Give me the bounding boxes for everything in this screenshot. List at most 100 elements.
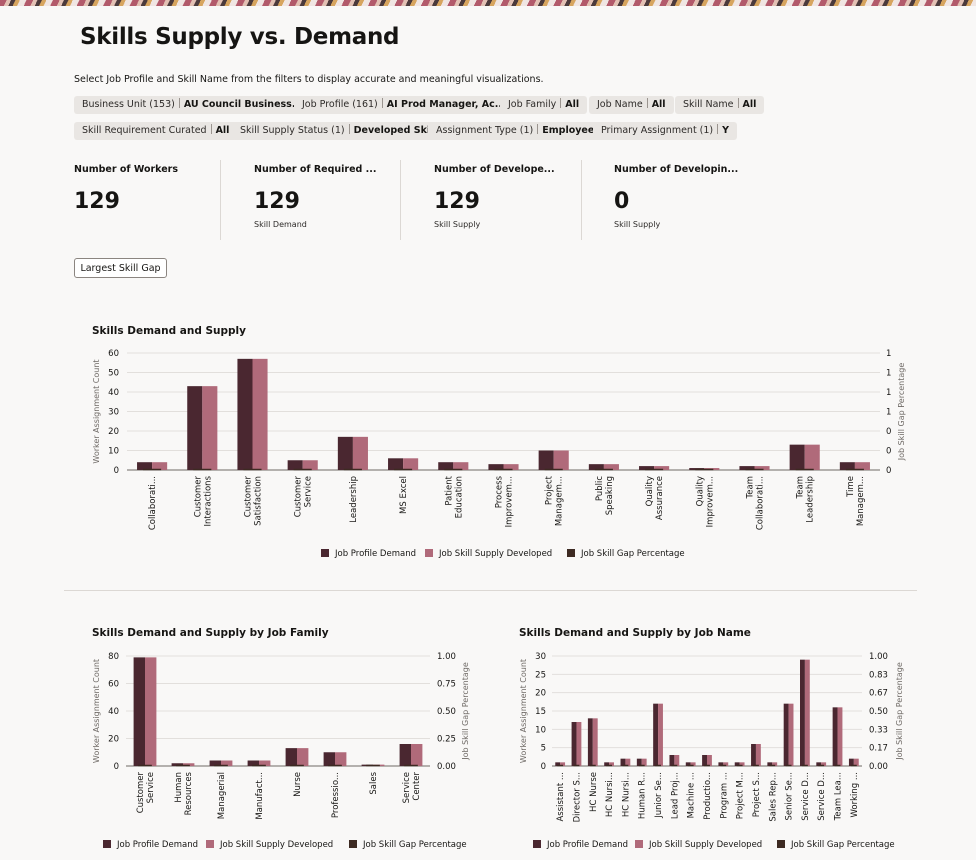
kpi-subtitle: Skill Demand: [254, 220, 307, 229]
filter-assignment-type[interactable]: Assignment Type (1) Employee: [428, 122, 603, 140]
bar-supply: [609, 762, 614, 766]
x-tick-label: Resources: [184, 771, 194, 815]
bar-demand: [789, 444, 805, 470]
filter-business-unit[interactable]: Business Unit (153) AU Council Business..…: [74, 96, 311, 114]
y2-tick-label: 0.50: [437, 707, 456, 717]
bar-demand: [555, 762, 561, 766]
bar-supply: [560, 762, 566, 766]
x-tick-label: Senior Se...: [785, 772, 795, 821]
bar-demand: [538, 450, 554, 470]
filter-skill-requirement-curated[interactable]: Skill Requirement Curated All: [74, 122, 238, 140]
x-tick-label: Leadership: [349, 476, 359, 523]
x-tick-label: Project: [545, 475, 555, 505]
bar-demand: [399, 744, 411, 766]
x-tick-label: Public: [595, 476, 605, 501]
bar-demand: [588, 464, 604, 470]
kpi-value: 129: [74, 189, 120, 214]
bar-supply: [503, 464, 519, 470]
bar-demand: [718, 762, 724, 766]
bar-supply: [221, 760, 233, 766]
y-tick-label: 50: [108, 369, 119, 379]
x-tick-label: Productio...: [703, 772, 713, 820]
y2-tick-label: 0.17: [869, 744, 888, 754]
legend-swatch: [777, 840, 785, 848]
y2-tick-label: 0.50: [869, 707, 888, 717]
bar-demand: [669, 755, 675, 766]
x-tick-label: Center: [412, 771, 422, 800]
y-tick-label: 10: [535, 725, 546, 735]
bar-demand: [604, 762, 610, 766]
bar-demand: [751, 744, 756, 766]
kpi-title: Number of Workers: [74, 164, 179, 175]
kpi-divider: [581, 160, 582, 240]
bar-supply: [453, 462, 469, 470]
y-axis-title: Worker Assignment Count: [519, 659, 528, 763]
kpi-required-skills: Number of Required ... 129 Skill Demand: [254, 164, 424, 229]
bar-supply: [772, 762, 778, 766]
legend-label: Job Skill Gap Percentage: [362, 840, 467, 850]
x-tick-label: Customer: [244, 476, 254, 518]
bar-demand: [438, 462, 454, 470]
y-tick-label: 60: [108, 680, 119, 690]
filter-primary-assignment[interactable]: Primary Assignment (1) Y: [593, 122, 738, 140]
x-tick-label: Managem...: [856, 476, 866, 526]
y-tick-label: 20: [108, 427, 119, 437]
legend-label: Job Skill Gap Percentage: [580, 549, 685, 559]
y2-tick-label: 0.83: [869, 670, 888, 680]
y-axis-title: Worker Assignment Count: [92, 659, 101, 763]
x-tick-label: Program ...: [719, 772, 729, 819]
bar-demand: [767, 762, 773, 766]
x-tick-label: Sales Rep...: [768, 772, 778, 822]
bar-supply: [403, 458, 419, 470]
x-tick-label: Customer: [193, 476, 203, 518]
filter-label: Primary Assignment (1): [601, 125, 714, 136]
x-tick-label: Education: [454, 476, 464, 518]
bar-demand: [571, 722, 577, 766]
bar-supply: [804, 659, 810, 766]
bar-demand: [653, 703, 659, 766]
y-tick-label: 60: [108, 349, 119, 359]
filter-skill-name[interactable]: Skill Name All: [675, 96, 765, 114]
bar-supply: [259, 760, 271, 766]
filter-label: Skill Name: [683, 99, 734, 110]
y-tick-label: 20: [108, 735, 119, 745]
x-tick-label: Machine ...: [687, 772, 697, 818]
filter-value: All: [565, 99, 580, 110]
filter-job-name[interactable]: Job Name All: [589, 96, 674, 114]
bar-supply: [821, 762, 827, 766]
bar-supply: [804, 444, 820, 470]
bar-demand: [287, 460, 303, 470]
y2-tick-label: 1: [886, 349, 891, 359]
bar-demand: [388, 458, 404, 470]
x-tick-label: Professio...: [331, 772, 341, 818]
largest-skill-gap-button[interactable]: Largest Skill Gap: [74, 258, 167, 278]
x-tick-label: Sales: [369, 771, 379, 794]
legend-swatch: [349, 840, 357, 848]
x-tick-label: Lead Proj...: [670, 772, 680, 819]
y-tick-label: 5: [541, 744, 546, 754]
legend-label: Job Skill Supply Developed: [219, 840, 333, 850]
x-tick-label: HC Nursi...: [605, 772, 615, 817]
legend-label: Job Profile Demand: [116, 840, 198, 850]
x-tick-label: Collaborati...: [148, 476, 158, 530]
x-tick-label: Service: [146, 772, 156, 803]
legend-swatch: [567, 549, 575, 557]
bar-supply: [690, 762, 696, 766]
filter-value: AI Prod Manager, Ac...: [386, 99, 506, 110]
filter-job-family[interactable]: Job Family All: [500, 96, 588, 114]
x-tick-label: Satisfaction: [254, 476, 264, 526]
y-tick-label: 20: [535, 689, 546, 699]
y-tick-label: 25: [535, 670, 546, 680]
y2-tick-label: 0.75: [437, 680, 456, 690]
filter-value: Developed Skill: [353, 125, 437, 136]
x-tick-label: Customer: [294, 476, 304, 518]
legend-label: Job Profile Demand: [334, 549, 416, 559]
kpi-title: Number of Develope...: [434, 164, 555, 175]
kpi-subtitle: Skill Supply: [614, 220, 661, 229]
y2-tick-label: 1: [886, 408, 891, 418]
bar-demand: [133, 657, 145, 766]
filter-job-profile[interactable]: Job Profile (161) AI Prod Manager, Ac...: [294, 96, 514, 114]
section-divider: [64, 590, 917, 591]
filter-skill-supply-status[interactable]: Skill Supply Status (1) Developed Skill: [232, 122, 445, 140]
x-tick-label: Director S...: [572, 772, 582, 822]
